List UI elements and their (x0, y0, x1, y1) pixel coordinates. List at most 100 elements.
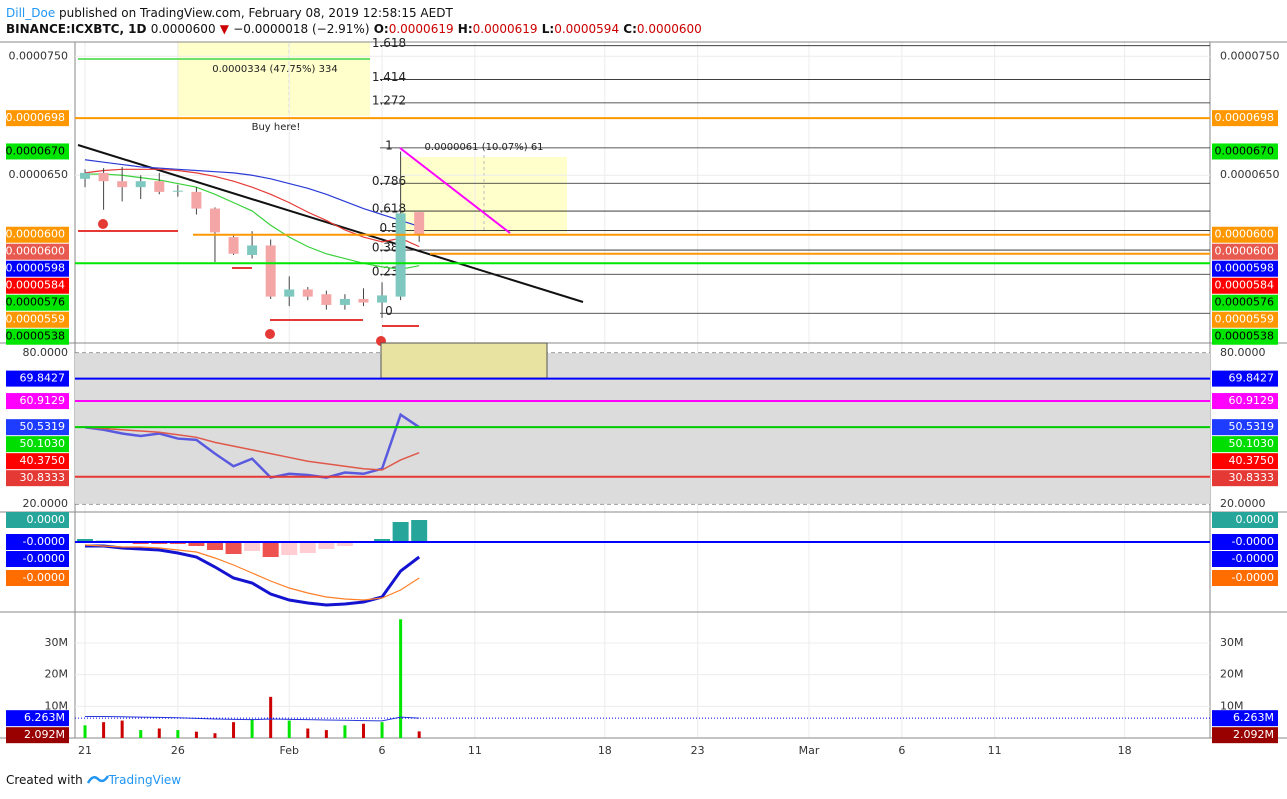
candle-body (284, 289, 295, 297)
volume-bar (213, 733, 217, 738)
price-badge (6, 470, 69, 487)
price-badge (6, 512, 69, 528)
price-badge (1212, 512, 1278, 528)
price-badge (6, 727, 69, 744)
price-badge-label: 60.9129 (1229, 394, 1275, 407)
fib-label: 0 (385, 304, 393, 318)
y-tick-label: 20M (1220, 668, 1244, 681)
price-badge (6, 436, 69, 453)
price-badge-label: 6.263M (24, 711, 65, 724)
user[interactable]: Dill_Doe (6, 6, 56, 20)
histogram-bar (262, 541, 279, 557)
candle-body (117, 181, 128, 188)
price-badge (6, 226, 69, 243)
price-badge-label: 50.1030 (1229, 437, 1275, 450)
c: 0.0000600 (636, 22, 702, 36)
price-badge (1212, 328, 1278, 345)
candle-body (321, 294, 332, 305)
x-tick-label: Feb (279, 744, 298, 757)
histogram-bar (188, 541, 205, 546)
price-badge (6, 277, 69, 294)
volume-bar (269, 696, 273, 738)
x-tick-label: 6 (898, 744, 905, 757)
price-badge-label: 40.3750 (1229, 454, 1275, 467)
logo (86, 775, 109, 784)
y-tick-label: 80.0000 (1220, 346, 1266, 359)
price-badge (1212, 294, 1278, 311)
x-tick-label: 18 (1118, 744, 1132, 757)
series-line (84, 426, 420, 471)
price-badge (6, 419, 69, 436)
volume-bar (139, 730, 143, 738)
header: Dill_Doe published on TradingView.com, F… (6, 3, 702, 39)
o-label: O: (373, 22, 389, 36)
h: 0.0000619 (472, 22, 538, 36)
price-badge (6, 570, 69, 586)
x-tick-label: 18 (598, 744, 612, 757)
price-badge-label: 69.8427 (1229, 372, 1275, 385)
candle-body (302, 289, 313, 297)
series-line (84, 168, 420, 248)
stop-dot (98, 219, 108, 229)
brand[interactable]: TradingView (108, 773, 182, 787)
volume-bar (324, 730, 328, 738)
price-badge (1212, 370, 1278, 387)
series-line (85, 715, 420, 722)
series-line (84, 544, 420, 601)
c-label: C: (623, 22, 637, 36)
price-badge-label: 69.8427 (20, 372, 66, 385)
published: published on TradingView.com, February 0… (59, 6, 453, 20)
y-tick-label: 0.0000750 (1220, 49, 1280, 62)
price-badge-label: 0.0000600 (6, 245, 66, 258)
annotation: Buy here! (252, 122, 301, 133)
h-label: H: (457, 22, 473, 36)
price-badge (1212, 243, 1278, 260)
candle-body (228, 237, 239, 254)
y-tick-label: 10M (1220, 699, 1244, 712)
candle-body (395, 213, 406, 297)
symbol: BINANCE:ICXBTC, 1D (6, 22, 147, 36)
candle-body (339, 298, 350, 305)
series-line (84, 412, 420, 479)
price-badge-label: 0.0000559 (6, 313, 66, 326)
x-tick-label: 11 (988, 744, 1002, 757)
price-badge-label: 0.0000600 (6, 228, 66, 241)
candle-body (358, 298, 369, 303)
price-badge (1212, 570, 1278, 586)
volume-bar (399, 619, 403, 738)
x-tick-label: 26 (171, 744, 185, 757)
price-badge (6, 393, 69, 410)
price-badge-label: 0.0000576 (6, 296, 66, 309)
created: Created with (6, 773, 83, 787)
y-tick-label: 10M (45, 699, 69, 712)
price-badge (6, 243, 69, 260)
price-badge-label: 0.0000598 (6, 262, 66, 275)
volume-bar (361, 723, 365, 738)
price-badge (6, 551, 69, 567)
price-badge (1212, 534, 1278, 550)
histogram-bar (244, 541, 261, 551)
candle-body (80, 172, 91, 179)
o: 0.0000619 (388, 22, 454, 36)
price-badge (1212, 143, 1278, 160)
price-badge-label: 0.0000576 (1215, 296, 1275, 309)
price-badge-label: 0.0000698 (6, 111, 66, 124)
price-badge-label: -0.0000 (1232, 552, 1274, 565)
price-badge (6, 710, 69, 727)
candle-body (191, 191, 202, 209)
histogram-bar (374, 539, 391, 541)
x-tick-label: Mar (799, 744, 820, 757)
y-tick-label: 0.0000650 (9, 168, 69, 181)
histogram-bar (411, 520, 428, 541)
price-badge-label: -0.0000 (1232, 571, 1274, 584)
volume-bar (343, 725, 347, 738)
fib-label: 1.414 (372, 70, 406, 84)
price-badge-label: -0.0000 (23, 571, 65, 584)
y-tick-label: 30M (45, 636, 69, 649)
price-badge (1212, 727, 1278, 744)
candle-body (414, 212, 425, 235)
histogram-bar (95, 540, 112, 541)
stop-dot (265, 329, 275, 339)
y-tick-label: 0.0000650 (1220, 168, 1280, 181)
